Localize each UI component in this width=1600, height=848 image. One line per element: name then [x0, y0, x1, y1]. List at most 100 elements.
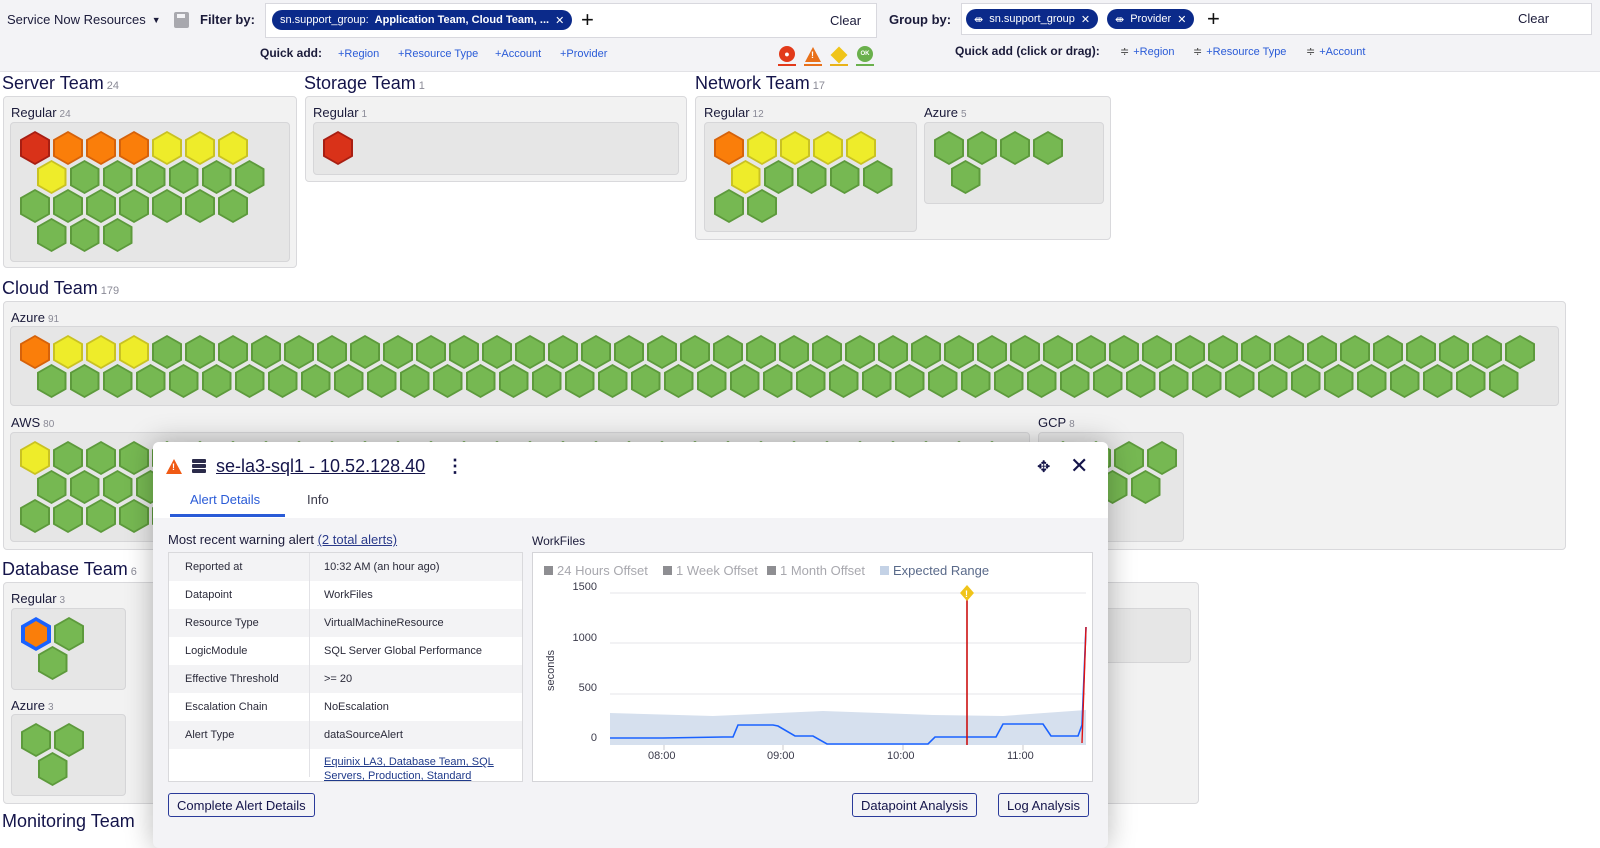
resource-hex-green[interactable]	[1191, 364, 1222, 398]
remove-icon[interactable]: ✕	[1080, 13, 1091, 26]
remove-icon[interactable]: ✕	[555, 14, 565, 27]
resource-hex-green[interactable]	[581, 335, 611, 369]
resource-hex-yellow[interactable]	[780, 131, 810, 165]
resource-hex-green[interactable]	[21, 723, 51, 757]
drag-handle-icon[interactable]: ⇼	[974, 13, 984, 26]
resource-hex-green[interactable]	[168, 160, 199, 194]
resource-hex-green[interactable]	[36, 470, 67, 504]
resource-hex-green[interactable]	[218, 189, 248, 223]
resource-hex-green[interactable]	[1092, 364, 1123, 398]
add-group-icon[interactable]: +	[1207, 6, 1220, 31]
resource-hex-green[interactable]	[1158, 364, 1189, 398]
tab-info[interactable]: Info	[307, 492, 329, 507]
resource-hex-green[interactable]	[1455, 364, 1486, 398]
resource-hex-green[interactable]	[383, 335, 413, 369]
resource-hex-green[interactable]	[152, 189, 182, 223]
resource-hex-green[interactable]	[20, 499, 50, 533]
ok-icon[interactable]: OK	[856, 46, 874, 66]
resource-hex-green[interactable]	[1488, 364, 1519, 398]
resource-hex-green[interactable]	[911, 335, 941, 369]
resource-hex-green[interactable]	[663, 364, 694, 398]
groups-link[interactable]: Equinix LA3, Database Team, SQL Servers,…	[324, 756, 494, 782]
group-quick-add-region[interactable]: ≑ +Region	[1120, 46, 1175, 58]
resource-hex-green[interactable]	[498, 364, 529, 398]
resource-hex-green[interactable]	[333, 364, 364, 398]
resource-hex-green[interactable]	[950, 160, 981, 194]
group-chip-provider[interactable]: ⇼ Provider ✕	[1107, 9, 1195, 29]
resource-hex-green[interactable]	[1422, 364, 1453, 398]
resource-hex-green[interactable]	[119, 499, 149, 533]
resource-hex-green[interactable]	[69, 364, 100, 398]
resource-hex-green[interactable]	[862, 160, 893, 194]
warning-icon[interactable]	[830, 46, 848, 66]
remove-icon[interactable]: ✕	[1177, 13, 1187, 26]
resource-hex-green[interactable]	[36, 364, 67, 398]
resource-hex-green[interactable]	[1147, 441, 1177, 475]
filter-chip[interactable]: sn.support_group: Application Team, Cloud…	[272, 10, 573, 30]
resource-hex-green[interactable]	[449, 335, 479, 369]
complete-alert-details-button[interactable]: Complete Alert Details	[168, 793, 315, 817]
resource-hex-green[interactable]	[531, 364, 562, 398]
resource-hex-green[interactable]	[53, 189, 83, 223]
resource-hex-green[interactable]	[36, 218, 67, 252]
resource-hex-green[interactable]	[713, 335, 743, 369]
resource-hex-green[interactable]	[300, 364, 331, 398]
resource-hex-yellow[interactable]	[730, 160, 761, 194]
total-alerts-link[interactable]: (2 total alerts)	[317, 532, 398, 547]
resource-hex-green[interactable]	[69, 160, 100, 194]
resource-hex-green[interactable]	[119, 441, 149, 475]
resource-hex-green[interactable]	[416, 335, 446, 369]
resource-hex-sel[interactable]	[21, 617, 51, 651]
resource-hex-green[interactable]	[861, 364, 892, 398]
quick-add-region[interactable]: +Region	[338, 48, 380, 60]
group-input[interactable]: ⇼ sn.support_group ✕ ⇼ Provider ✕ + Clear	[961, 3, 1592, 35]
resource-hex-green[interactable]	[168, 364, 199, 398]
drag-handle-icon[interactable]: ⇼	[1115, 13, 1125, 26]
save-icon[interactable]	[174, 12, 189, 28]
resource-hex-green[interactable]	[234, 364, 265, 398]
resource-hex-green[interactable]	[465, 364, 496, 398]
close-icon[interactable]: ✕	[1070, 453, 1089, 478]
resource-hex-green[interactable]	[1472, 335, 1502, 369]
group-quick-add-resource-type[interactable]: ≑ +Resource Type	[1193, 46, 1287, 58]
resource-hex-green[interactable]	[1026, 364, 1057, 398]
resource-hex-green[interactable]	[747, 189, 777, 223]
resource-hex-green[interactable]	[69, 470, 100, 504]
resource-hex-green[interactable]	[763, 160, 794, 194]
resource-hex-green[interactable]	[1043, 335, 1073, 369]
resource-hex-green[interactable]	[1340, 335, 1370, 369]
resource-hex-red[interactable]	[323, 131, 353, 165]
resource-hex-yellow[interactable]	[846, 131, 876, 165]
resource-hex-orange[interactable]	[53, 131, 83, 165]
resource-hex-green[interactable]	[37, 752, 68, 786]
more-options-icon[interactable]: ⋮	[446, 456, 464, 476]
resource-hex-green[interactable]	[69, 218, 100, 252]
resource-hex-green[interactable]	[86, 499, 116, 533]
resource-hex-green[interactable]	[119, 189, 149, 223]
resource-hex-green[interactable]	[267, 364, 298, 398]
resource-hex-green[interactable]	[1274, 335, 1304, 369]
resource-hex-green[interactable]	[1076, 335, 1106, 369]
move-icon[interactable]: ✥	[1037, 459, 1051, 476]
resource-hex-red[interactable]	[20, 131, 50, 165]
resource-hex-orange[interactable]	[86, 131, 116, 165]
resource-hex-yellow[interactable]	[20, 441, 50, 475]
resource-hex-green[interactable]	[1130, 470, 1161, 504]
resource-hex-green[interactable]	[251, 335, 281, 369]
quick-add-resource-type[interactable]: +Resource Type	[398, 48, 479, 60]
resource-hex-green[interactable]	[1224, 364, 1255, 398]
quick-add-provider[interactable]: +Provider	[560, 48, 608, 60]
resource-hex-green[interactable]	[86, 441, 116, 475]
resource-hex-green[interactable]	[762, 364, 793, 398]
resource-hex-green[interactable]	[696, 364, 727, 398]
resource-hex-yellow[interactable]	[53, 335, 83, 369]
resource-hex-green[interactable]	[399, 364, 430, 398]
resource-hex-green[interactable]	[185, 335, 215, 369]
resource-hex-green[interactable]	[894, 364, 925, 398]
resource-hex-green[interactable]	[977, 335, 1007, 369]
resource-hex-green[interactable]	[878, 335, 908, 369]
resource-hex-green[interactable]	[1125, 364, 1156, 398]
resource-hex-green[interactable]	[1208, 335, 1238, 369]
resource-hex-green[interactable]	[647, 335, 677, 369]
resource-hex-green[interactable]	[1439, 335, 1469, 369]
